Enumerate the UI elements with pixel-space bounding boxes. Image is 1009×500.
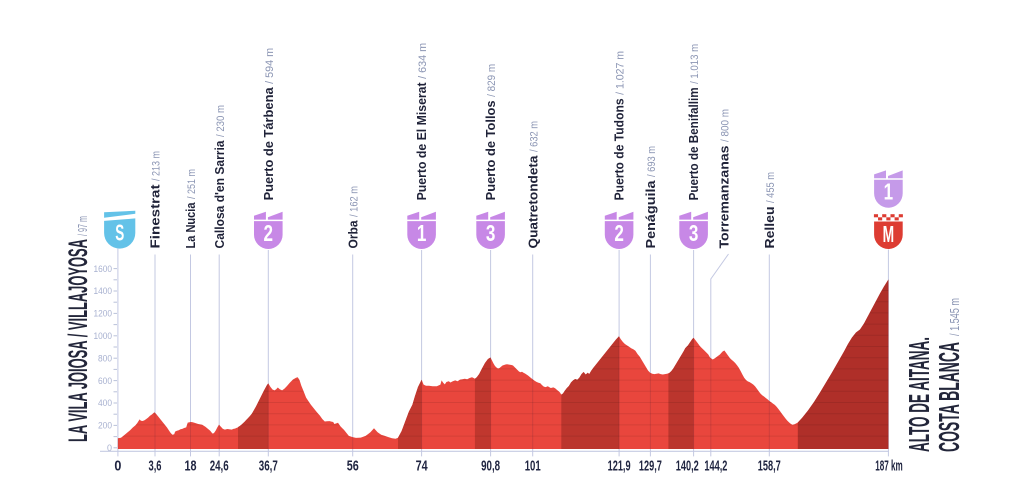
svg-text:/ 213 m: / 213 m bbox=[151, 151, 163, 181]
svg-text:600: 600 bbox=[98, 376, 112, 386]
svg-text:/ 97 m: / 97 m bbox=[75, 216, 90, 236]
svg-text:Orba: Orba bbox=[346, 220, 360, 249]
svg-text:400: 400 bbox=[98, 398, 112, 408]
svg-text:1: 1 bbox=[884, 179, 894, 205]
svg-text:Puerto de El Miserat: Puerto de El Miserat bbox=[415, 82, 429, 201]
svg-text:ALTO DE AITANA.: ALTO DE AITANA. bbox=[904, 337, 936, 452]
svg-text:La Nucia: La Nucia bbox=[184, 202, 198, 249]
svg-text:Relleu: Relleu bbox=[763, 207, 777, 249]
svg-text:Puerto de Benifallim: Puerto de Benifallim bbox=[687, 87, 701, 200]
svg-text:/ 829 m: / 829 m bbox=[486, 64, 498, 97]
svg-text:0: 0 bbox=[114, 458, 121, 475]
svg-text:/ 1.013 m: / 1.013 m bbox=[689, 44, 701, 84]
svg-text:1000: 1000 bbox=[94, 331, 113, 341]
svg-text:36,7: 36,7 bbox=[259, 458, 278, 475]
svg-text:/ 230 m: / 230 m bbox=[215, 105, 227, 137]
svg-text:90,8: 90,8 bbox=[481, 458, 500, 475]
svg-text:Puerto de Tudons: Puerto de Tudons bbox=[613, 98, 627, 200]
svg-text:3: 3 bbox=[689, 220, 699, 246]
svg-text:3: 3 bbox=[486, 220, 496, 246]
svg-text:/ 1.027 m: / 1.027 m bbox=[615, 51, 627, 95]
svg-text:2: 2 bbox=[614, 220, 624, 246]
svg-text:Puerto de Tollos: Puerto de Tollos bbox=[484, 100, 498, 200]
svg-text:Penáguila: Penáguila bbox=[644, 179, 658, 248]
svg-text:/ 1.545 m: / 1.545 m bbox=[947, 298, 962, 336]
svg-text:24,6: 24,6 bbox=[210, 458, 229, 475]
svg-text:M: M bbox=[883, 221, 895, 247]
svg-text:187 km: 187 km bbox=[875, 458, 903, 475]
svg-text:/ 800 m: / 800 m bbox=[720, 109, 732, 142]
svg-text:1200: 1200 bbox=[94, 309, 113, 319]
svg-text:Callosa d'en Sarria: Callosa d'en Sarria bbox=[213, 140, 227, 249]
svg-text:200: 200 bbox=[98, 421, 112, 431]
svg-text:74: 74 bbox=[416, 458, 428, 475]
svg-text:/ 251 m: / 251 m bbox=[186, 169, 198, 199]
svg-text:56: 56 bbox=[347, 458, 359, 475]
svg-text:/ 455 m: / 455 m bbox=[765, 172, 777, 203]
svg-text:/ 632 m: / 632 m bbox=[528, 121, 540, 152]
svg-text:Quatretondeta: Quatretondeta bbox=[526, 154, 540, 248]
svg-text:/ 594 m: / 594 m bbox=[264, 48, 276, 84]
svg-text:Finestrat: Finestrat bbox=[149, 183, 163, 248]
svg-text:0: 0 bbox=[107, 443, 112, 453]
svg-text:3,6: 3,6 bbox=[149, 458, 162, 475]
svg-text:144,2: 144,2 bbox=[704, 458, 727, 475]
svg-text:/ 634 m: / 634 m bbox=[417, 43, 429, 79]
svg-text:18: 18 bbox=[185, 458, 197, 475]
svg-text:140,2: 140,2 bbox=[676, 458, 699, 475]
svg-text:/ 162 m: / 162 m bbox=[348, 186, 360, 217]
svg-text:1: 1 bbox=[417, 220, 427, 246]
svg-text:S: S bbox=[115, 219, 124, 245]
svg-text:2: 2 bbox=[264, 220, 274, 246]
svg-text:Puerto de Tárbena: Puerto de Tárbena bbox=[262, 86, 276, 200]
svg-text:/ 693 m: / 693 m bbox=[646, 146, 658, 177]
svg-text:Torremanzanas: Torremanzanas bbox=[718, 145, 732, 248]
svg-text:800: 800 bbox=[98, 353, 112, 363]
svg-text:101: 101 bbox=[525, 458, 541, 475]
svg-text:121,9: 121,9 bbox=[608, 458, 631, 475]
svg-text:1400: 1400 bbox=[94, 286, 113, 296]
svg-text:129,7: 129,7 bbox=[639, 458, 662, 475]
svg-text:158,7: 158,7 bbox=[758, 458, 781, 475]
svg-text:COSTA BLANCA: COSTA BLANCA bbox=[934, 342, 966, 452]
svg-text:LA VILA JOIOSA / VILLAJOYOSA: LA VILA JOIOSA / VILLAJOYOSA bbox=[63, 239, 93, 442]
svg-text:1600: 1600 bbox=[94, 264, 113, 274]
